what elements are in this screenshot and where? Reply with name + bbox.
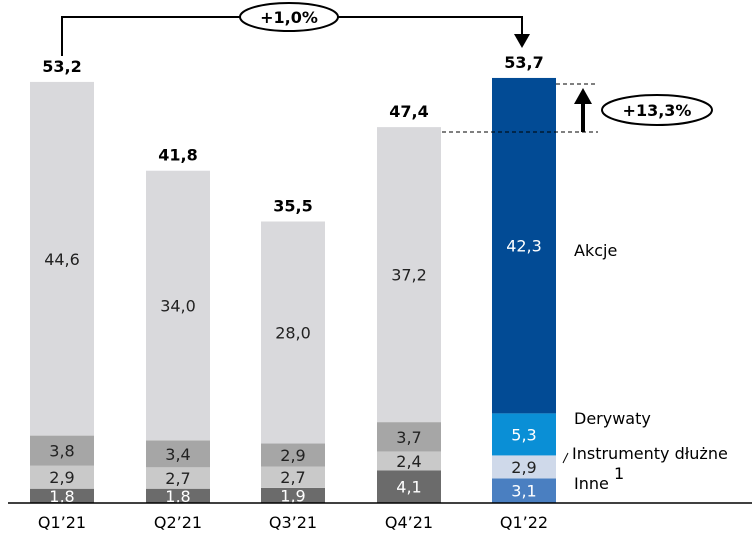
total-label-3: 35,5 [273,196,312,215]
bar-segment-derywaty-2 [146,440,210,468]
bar-segment-instrumenty-dłużne-2 [146,467,210,489]
x-tick-label-1: Q1’21 [38,513,86,532]
value-label-instrumenty-dłużne-4: 2,4 [396,452,421,471]
legend-akcje: Akcje [574,241,617,260]
yoy-arrowhead [514,34,530,48]
qoq-bubble [601,94,713,126]
legend-instrumenty-dluzne: Instrumenty dłużne [572,444,728,463]
value-label-instrumenty-dłużne-2: 2,7 [165,469,190,488]
value-label-derywaty-4: 3,7 [396,428,421,447]
bar-segment-instrumenty-dłużne-1 [30,465,94,489]
bar-segment-akcje-2 [146,170,210,441]
value-label-derywaty-3: 2,9 [280,446,305,465]
labels-layer: 1,82,93,844,653,2Q1’211,82,73,434,041,8Q… [38,53,548,532]
value-label-inne-5: 3,1 [511,482,536,501]
legend-inne-superscript: 1 [614,464,624,483]
legend-instrumenty-leader [562,452,569,464]
bar-segment-akcje-5 [492,77,556,414]
value-label-inne-2: 1,8 [165,487,190,506]
value-label-inne-3: 1,9 [280,486,305,505]
bar-segment-instrumenty-dłużne-3 [261,466,325,488]
x-tick-label-2: Q2’21 [154,513,202,532]
value-label-akcje-3: 28,0 [275,324,311,343]
value-label-akcje-2: 34,0 [160,297,196,316]
bar-segment-inne-2 [146,488,210,503]
bar-segment-derywaty-5 [492,413,556,456]
total-label-4: 47,4 [389,102,428,121]
value-label-akcje-4: 37,2 [391,266,427,285]
value-label-akcje-1: 44,6 [44,250,80,269]
bar-segment-akcje-3 [261,221,325,444]
bar-segment-inne-1 [30,488,94,503]
yoy-bubble [239,2,339,32]
total-label-1: 53,2 [42,57,81,76]
total-label-5: 53,7 [504,53,543,72]
legend-derywaty: Derywaty [574,409,651,428]
bar-segment-akcje-4 [377,127,441,423]
bar-segment-instrumenty-dłużne-4 [377,451,441,471]
bar-segment-derywaty-3 [261,443,325,467]
value-label-instrumenty-dłużne-1: 2,9 [49,468,74,487]
bar-segment-inne-3 [261,487,325,503]
value-label-instrumenty-dłużne-5: 2,9 [511,458,536,477]
bar-segment-inne-4 [377,470,441,503]
bar-segment-inne-5 [492,478,556,503]
value-label-derywaty-5: 5,3 [511,425,536,444]
bar-segment-derywaty-4 [377,422,441,452]
bar-segment-instrumenty-dłużne-5 [492,455,556,479]
qoq-label: +13,3% [623,101,692,120]
bar-segment-akcje-1 [30,81,94,436]
bar-segment-derywaty-1 [30,435,94,466]
x-tick-label-5: Q1’22 [500,513,548,532]
value-label-derywaty-1: 3,8 [49,442,74,461]
legend-inne: Inne [574,474,609,493]
value-label-inne-1: 1,8 [49,487,74,506]
bars-layer [30,77,556,503]
value-label-akcje-5: 42,3 [506,237,542,256]
value-label-instrumenty-dłużne-3: 2,7 [280,468,305,487]
total-label-2: 41,8 [158,146,197,165]
value-label-derywaty-2: 3,4 [165,445,190,464]
yoy-label: +1,0% [260,8,318,27]
x-tick-label-3: Q3’21 [269,513,317,532]
x-tick-label-4: Q4’21 [385,513,433,532]
value-label-inne-4: 4,1 [396,478,421,497]
qoq-arrowhead [574,88,592,104]
